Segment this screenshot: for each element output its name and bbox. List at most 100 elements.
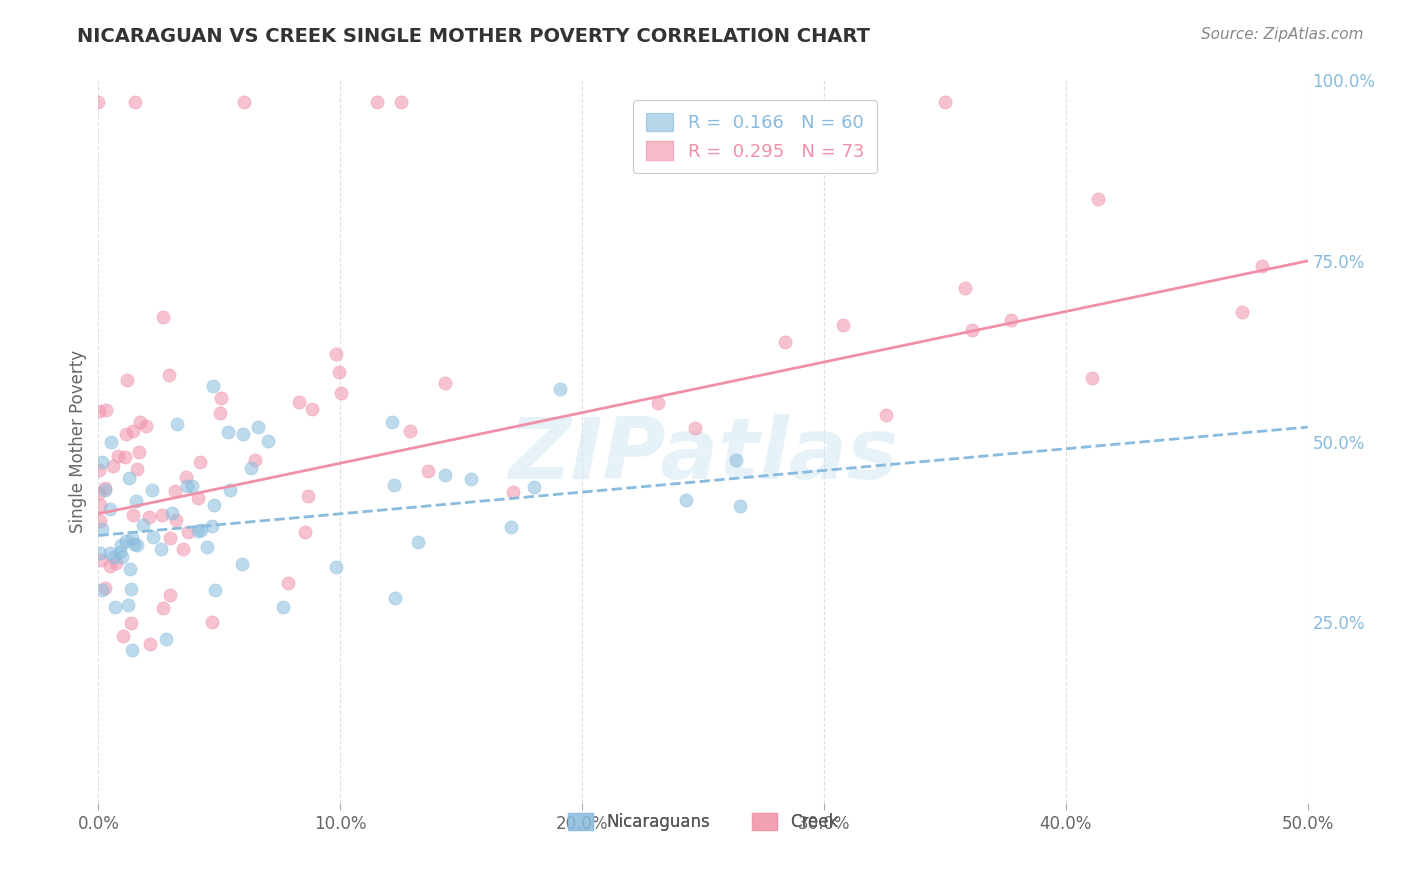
- Point: [188, 455, 211, 469]
- Point: [190, 523, 212, 537]
- Point: [257, 434, 280, 448]
- Point: [231, 557, 253, 571]
- Point: [160, 507, 183, 521]
- Point: [115, 427, 138, 442]
- Point: [122, 424, 145, 438]
- Point: [163, 483, 186, 498]
- Point: [121, 642, 143, 657]
- Point: [1080, 370, 1102, 384]
- Point: [384, 591, 406, 605]
- Point: [675, 493, 697, 508]
- Point: [382, 478, 405, 492]
- Point: [104, 600, 127, 615]
- Text: NICARAGUAN VS CREEK SINGLE MOTHER POVERTY CORRELATION CHART: NICARAGUAN VS CREEK SINGLE MOTHER POVERT…: [77, 27, 870, 45]
- Point: [176, 479, 198, 493]
- Point: [381, 415, 404, 429]
- Point: [329, 386, 352, 401]
- Point: [204, 498, 226, 512]
- Point: [177, 525, 200, 540]
- Point: [89, 462, 111, 476]
- Point: [87, 404, 110, 418]
- Point: [166, 417, 188, 431]
- Point: [955, 281, 977, 295]
- Point: [129, 415, 152, 429]
- Point: [120, 582, 142, 597]
- Point: [232, 95, 254, 109]
- Point: [647, 396, 669, 410]
- Point: [114, 450, 136, 465]
- Point: [115, 534, 138, 549]
- Point: [159, 531, 181, 545]
- Legend: Nicaraguans, Creek: Nicaraguans, Creek: [561, 806, 845, 838]
- Point: [121, 531, 143, 545]
- Point: [232, 427, 254, 442]
- Point: [118, 471, 141, 485]
- Point: [159, 588, 181, 602]
- Point: [135, 419, 157, 434]
- Point: [202, 379, 225, 393]
- Point: [271, 600, 294, 615]
- Point: [247, 420, 270, 434]
- Point: [155, 632, 177, 646]
- Point: [325, 346, 347, 360]
- Point: [139, 637, 162, 651]
- Point: [94, 581, 117, 595]
- Point: [93, 481, 115, 495]
- Point: [460, 472, 482, 486]
- Point: [523, 480, 546, 494]
- Point: [328, 365, 350, 379]
- Point: [201, 519, 224, 533]
- Point: [277, 576, 299, 591]
- Point: [366, 95, 388, 109]
- Point: [724, 453, 747, 467]
- Point: [115, 373, 138, 387]
- Point: [103, 549, 125, 564]
- Point: [125, 494, 148, 508]
- Point: [501, 520, 523, 534]
- Point: [187, 524, 209, 539]
- Point: [1087, 192, 1109, 206]
- Point: [181, 479, 204, 493]
- Point: [110, 545, 132, 559]
- Point: [122, 537, 145, 551]
- Point: [217, 425, 239, 439]
- Point: [1230, 304, 1253, 318]
- Point: [408, 534, 430, 549]
- Point: [399, 424, 422, 438]
- Point: [111, 629, 134, 643]
- Point: [107, 449, 129, 463]
- Point: [132, 517, 155, 532]
- Point: [201, 615, 224, 630]
- Text: Source: ZipAtlas.com: Source: ZipAtlas.com: [1201, 27, 1364, 42]
- Point: [104, 556, 127, 570]
- Point: [90, 552, 112, 566]
- Point: [240, 461, 263, 475]
- Point: [325, 560, 347, 574]
- Point: [91, 455, 114, 469]
- Text: ZIPatlas: ZIPatlas: [508, 415, 898, 498]
- Point: [174, 469, 197, 483]
- Point: [89, 514, 111, 528]
- Point: [152, 310, 174, 324]
- Point: [434, 467, 457, 482]
- Point: [94, 483, 117, 497]
- Point: [875, 409, 897, 423]
- Point: [90, 582, 112, 597]
- Point: [287, 394, 309, 409]
- Point: [100, 558, 122, 573]
- Point: [127, 461, 149, 475]
- Point: [728, 499, 751, 513]
- Point: [683, 421, 706, 435]
- Point: [157, 368, 180, 382]
- Point: [141, 483, 163, 498]
- Point: [165, 513, 187, 527]
- Point: [172, 542, 194, 557]
- Point: [125, 538, 148, 552]
- Point: [124, 95, 146, 109]
- Point: [773, 334, 796, 349]
- Point: [150, 508, 173, 523]
- Point: [117, 599, 139, 613]
- Y-axis label: Single Mother Poverty: Single Mother Poverty: [69, 350, 87, 533]
- Point: [110, 539, 132, 553]
- Point: [960, 323, 983, 337]
